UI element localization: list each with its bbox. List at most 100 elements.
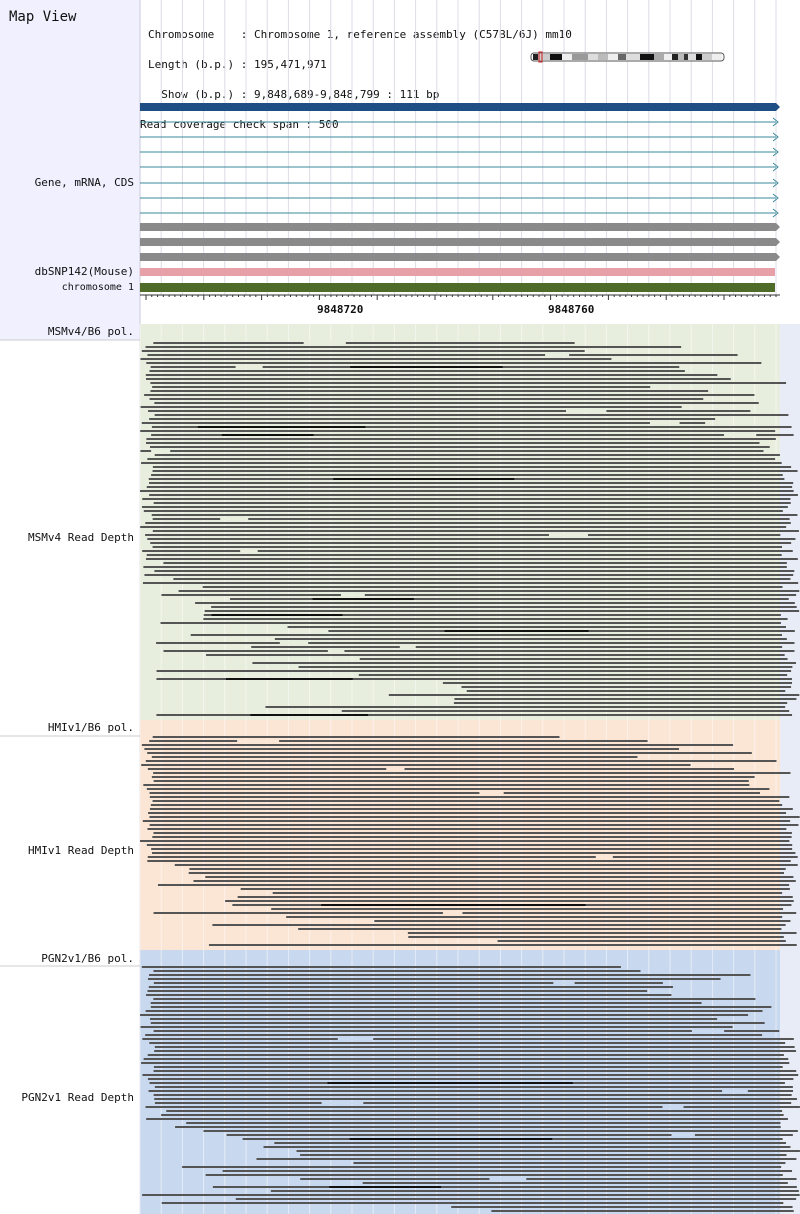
read-bar xyxy=(149,796,790,798)
read-bar xyxy=(145,534,781,536)
read-bar xyxy=(150,382,787,384)
read-bar xyxy=(143,1058,789,1060)
ideogram-band xyxy=(696,54,702,60)
snp-bar xyxy=(140,268,775,276)
ideogram-band xyxy=(572,54,588,60)
ideogram-band xyxy=(608,54,618,60)
track-label-pgn-depth[interactable]: PGN2v1 Read Depth xyxy=(21,1091,134,1104)
read-bar xyxy=(174,864,798,866)
track-label-pgn-pol[interactable]: PGN2v1/B6 pol. xyxy=(41,952,134,965)
read-bar xyxy=(144,574,794,576)
read-bar xyxy=(146,1118,788,1120)
read-bar xyxy=(142,1194,800,1196)
read-bar-dark xyxy=(349,1138,553,1140)
read-bar xyxy=(150,1002,702,1004)
read-bar xyxy=(149,494,798,496)
read-bar-dark xyxy=(321,904,586,906)
arrow-right-icon xyxy=(776,223,780,231)
read-bar xyxy=(147,990,648,992)
track-label-snp[interactable]: dbSNP142(Mouse) xyxy=(34,265,134,278)
read-gap xyxy=(442,911,463,915)
read-bar xyxy=(203,1130,798,1132)
read-bar xyxy=(150,804,783,806)
read-bar xyxy=(252,662,796,664)
read-bar xyxy=(146,442,760,444)
read-bar xyxy=(190,634,783,636)
ideogram-band xyxy=(654,54,664,60)
arrow-right-icon xyxy=(772,147,779,157)
read-bar xyxy=(140,1014,749,1016)
read-gap xyxy=(303,341,346,345)
read-gap xyxy=(321,1101,364,1105)
track-label-msm-pol[interactable]: MSMv4/B6 pol. xyxy=(47,325,134,338)
info-line: Show (b.p.) : 9,848,689-9,848,799 : 111 … xyxy=(148,88,440,101)
read-bar xyxy=(146,844,793,846)
read-bar xyxy=(154,1098,797,1100)
read-bar xyxy=(146,554,782,556)
read-bar xyxy=(142,820,791,822)
read-bar xyxy=(152,470,798,472)
read-bar xyxy=(153,982,663,984)
read-bar xyxy=(140,430,776,432)
read-bar xyxy=(407,932,797,934)
ideogram-band xyxy=(533,54,538,60)
read-gap xyxy=(595,855,613,859)
read-bar xyxy=(272,892,783,894)
read-gap xyxy=(399,645,416,649)
read-bar xyxy=(153,1030,780,1032)
read-bar xyxy=(286,916,783,918)
track-label-hmi-depth[interactable]: HMIv1 Read Depth xyxy=(28,844,134,857)
track-label-hmi-pol[interactable]: HMIv1/B6 pol. xyxy=(47,721,134,734)
read-bar xyxy=(154,570,795,572)
chromosome-bar xyxy=(140,283,775,292)
read-bar xyxy=(298,666,793,668)
read-bar xyxy=(161,594,797,596)
read-bar xyxy=(358,674,788,676)
read-bar xyxy=(222,1170,793,1172)
read-bar xyxy=(188,872,784,874)
read-bar xyxy=(156,678,792,680)
read-bar xyxy=(153,970,641,972)
read-bar xyxy=(156,670,792,672)
read-bar xyxy=(147,978,721,980)
read-bar xyxy=(374,920,791,922)
read-bar xyxy=(226,1134,793,1136)
track-label-gene[interactable]: Gene, mRNA, CDS xyxy=(34,176,134,189)
read-bar xyxy=(148,812,787,814)
info-line: Length (b.p.) : 195,471,971 xyxy=(148,58,327,71)
read-bar xyxy=(142,506,788,508)
read-bar xyxy=(152,546,783,548)
info-line: Read coverage check span : 500 xyxy=(140,118,339,131)
read-bar xyxy=(146,788,770,790)
read-bar xyxy=(150,446,770,448)
read-bar xyxy=(163,650,795,652)
read-bar xyxy=(208,944,797,946)
read-bar xyxy=(442,682,792,684)
read-bar xyxy=(145,1010,763,1012)
ruler-tick-label: 9848760 xyxy=(548,303,595,316)
read-bar-dark xyxy=(211,614,343,616)
read-bar xyxy=(274,1142,786,1144)
read-bar xyxy=(175,1126,781,1128)
arrow-right-icon xyxy=(776,103,780,111)
read-gap xyxy=(151,449,171,453)
track-label-msm-depth[interactable]: MSMv4 Read Depth xyxy=(28,531,134,544)
read-bar xyxy=(149,740,648,742)
read-bar xyxy=(359,658,788,660)
ideogram-band xyxy=(688,54,696,60)
arrow-right-icon xyxy=(772,162,779,172)
read-gap xyxy=(220,517,249,521)
read-bar xyxy=(147,860,791,862)
read-bar xyxy=(466,690,786,692)
read-bar xyxy=(205,876,794,878)
read-bar xyxy=(296,1150,800,1152)
read-bar xyxy=(182,1166,782,1168)
read-bar xyxy=(173,578,791,580)
read-bar xyxy=(153,1066,783,1068)
ideogram-band xyxy=(562,54,572,60)
read-bar xyxy=(163,562,787,564)
read-bar xyxy=(154,1102,792,1104)
read-bar xyxy=(140,840,790,842)
read-bar xyxy=(141,764,691,766)
